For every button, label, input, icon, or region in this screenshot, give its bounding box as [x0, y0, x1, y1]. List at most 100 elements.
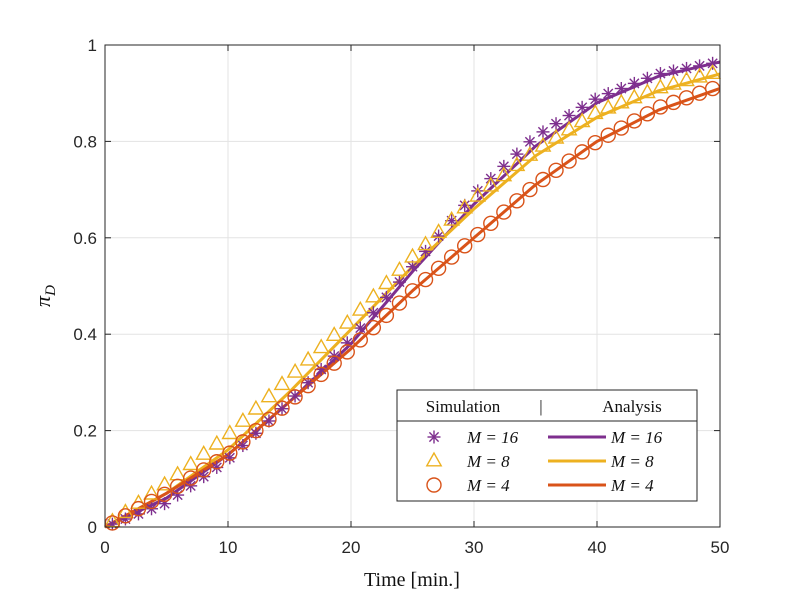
marker-simulation-m-4 [483, 215, 499, 232]
axes-box [104, 44, 721, 528]
marker-simulation-m-8 [378, 274, 395, 290]
marker-simulation-m-4 [639, 106, 656, 122]
marker-simulation-m-4 [587, 134, 603, 151]
marker-simulation-m-8 [221, 424, 239, 440]
marker-simulation-m-4 [391, 295, 408, 311]
marker-simulation-m-8 [234, 411, 252, 427]
marker-simulation-m-4 [509, 193, 525, 209]
marker-simulation-m-8 [117, 503, 134, 519]
marker-simulation-m-16 [432, 229, 446, 243]
y-tick-label: 0 [88, 518, 97, 537]
marker-simulation-m-8 [130, 493, 147, 509]
marker-simulation-m-8 [417, 235, 434, 251]
marker-simulation-m-8 [169, 465, 186, 481]
marker-simulation-m-8 [430, 223, 447, 239]
marker-simulation-m-4 [248, 422, 264, 439]
marker-simulation-m-16 [693, 59, 707, 73]
legend-marker-shape [427, 430, 441, 444]
marker-simulation-m-8 [547, 128, 565, 144]
marker-simulation-m-8 [391, 260, 408, 276]
marker-simulation-m-16 [536, 125, 550, 139]
marker-simulation-m-8 [521, 145, 539, 161]
marker-simulation-m-8 [156, 475, 173, 491]
legend-sim-label-m8: M = 8 [466, 452, 510, 471]
legend: Simulation | Analysis M = 16 M = 16 M = … [396, 389, 698, 502]
legend-marker-shape [426, 477, 442, 493]
marker-simulation-m-4 [613, 120, 629, 136]
marker-simulation-m-4 [365, 319, 382, 336]
marker-simulation-m-8 [325, 326, 343, 341]
marker-simulation-m-16 [366, 306, 380, 320]
marker-simulation-m-8 [247, 399, 265, 415]
marker-simulation-m-4 [156, 486, 173, 503]
marker-simulation-m-4 [274, 400, 290, 416]
marker-simulation-m-16 [288, 389, 302, 403]
marker-simulation-m-8 [639, 83, 656, 99]
x-tick-label: 30 [465, 538, 484, 557]
marker-simulation-m-4 [548, 162, 564, 178]
marker-simulation-m-16 [392, 275, 406, 289]
y-tick-label: 0.6 [73, 229, 97, 248]
y-tick-label: 1 [88, 36, 97, 55]
marker-simulation-m-8 [625, 88, 643, 104]
x-tick-label: 10 [219, 538, 238, 557]
legend-sim-label-m16: M = 16 [466, 428, 519, 447]
marker-simulation-m-4 [535, 171, 551, 188]
marker-simulation-m-4 [313, 366, 329, 383]
marker-simulation-m-8 [652, 78, 669, 94]
marker-simulation-m-8 [678, 71, 695, 87]
marker-simulation-m-4 [196, 462, 212, 478]
marker-simulation-m-16 [236, 439, 250, 453]
marker-simulation-m-16 [497, 159, 511, 173]
marker-simulation-m-8 [704, 64, 721, 80]
marker-simulation-m-4 [626, 113, 643, 129]
marker-simulation-m-4 [209, 454, 225, 470]
marker-simulation-m-8 [443, 210, 460, 226]
x-tick-label: 20 [342, 538, 361, 557]
marker-simulation-m-4 [574, 144, 590, 160]
marker-simulation-m-8 [495, 166, 513, 182]
marker-simulation-m-8 [573, 112, 591, 128]
marker-simulation-m-4 [470, 226, 486, 243]
marker-simulation-m-4 [222, 445, 238, 461]
marker-simulation-m-16 [184, 479, 198, 493]
marker-simulation-m-16 [614, 82, 628, 96]
marker-simulation-m-4 [404, 283, 421, 299]
y-axis-label-symbol: π [30, 295, 55, 307]
marker-simulation-m-4 [235, 434, 251, 450]
marker-simulation-m-8 [404, 247, 421, 263]
marker-simulation-m-8 [691, 67, 708, 83]
y-tick-label: 0.4 [73, 325, 97, 344]
y-axis-label-subscript: D [43, 285, 59, 297]
marker-simulation-m-8 [365, 287, 382, 303]
legend-header-separator: | [539, 397, 542, 416]
legend-header-simulation: Simulation [426, 397, 501, 416]
marker-simulation-m-8 [586, 104, 604, 120]
marker-simulation-m-4 [287, 389, 303, 405]
legend-ana-label-m16: M = 16 [610, 428, 663, 447]
legend-marker-triangle [425, 451, 443, 467]
marker-simulation-m-8 [143, 484, 160, 500]
line-analysis-m-4 [104, 86, 721, 529]
marker-simulation-m-16 [588, 92, 602, 106]
y-tick-label: 0.8 [73, 132, 97, 151]
marker-simulation-m-4 [143, 493, 160, 510]
simulation-markers [104, 56, 721, 531]
marker-simulation-m-16 [262, 414, 276, 428]
x-axis-label: Time [min.] [364, 569, 460, 591]
marker-simulation-m-4 [561, 153, 577, 169]
marker-simulation-m-4 [169, 478, 186, 494]
marker-simulation-m-16 [406, 260, 419, 274]
marker-simulation-m-16 [458, 198, 472, 212]
marker-simulation-m-8 [260, 387, 278, 403]
marker-simulation-m-16 [706, 56, 720, 70]
legend-header-analysis: Analysis [602, 397, 662, 416]
marker-simulation-m-4 [326, 355, 342, 371]
marker-simulation-m-16 [653, 67, 667, 81]
marker-simulation-m-8 [665, 74, 682, 90]
marker-simulation-m-8 [338, 313, 356, 329]
marker-simulation-m-16 [118, 512, 132, 526]
marker-simulation-m-8 [612, 93, 630, 109]
marker-simulation-m-16 [575, 100, 589, 114]
x-tick-label: 50 [711, 538, 730, 557]
